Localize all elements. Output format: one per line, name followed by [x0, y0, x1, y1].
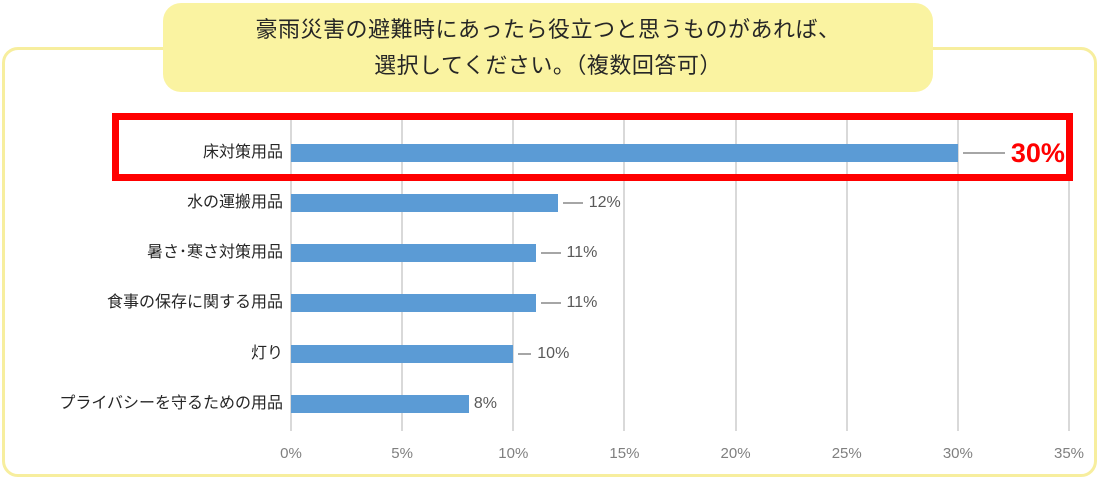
bar	[291, 294, 536, 312]
gridline	[512, 113, 515, 431]
question-banner: 豪雨災害の避難時にあったら役立つと思うものがあれば、 選択してください。（複数回…	[163, 3, 933, 92]
value-label: 11%	[566, 294, 598, 311]
value-label: 10%	[537, 344, 570, 362]
value-label: 11%	[566, 244, 598, 261]
leader-line	[540, 252, 561, 254]
x-tick-label: 0%	[280, 445, 302, 462]
leader-line	[518, 352, 532, 355]
x-tick-label: 35%	[1053, 445, 1085, 462]
leader-line	[562, 202, 583, 204]
x-tick-label: 5%	[391, 445, 413, 462]
bar	[291, 194, 558, 212]
question-text-line1: 豪雨災害の避難時にあったら役立つと思うものがあれば、	[255, 16, 841, 42]
value-label: 12%	[588, 194, 621, 211]
bar	[291, 395, 469, 413]
gridline	[290, 113, 292, 431]
x-tick-label: 30%	[942, 445, 973, 462]
category-label: 食事の保存に関する用品	[106, 294, 283, 311]
highlight-box	[112, 113, 1073, 181]
gridline	[623, 113, 626, 431]
x-tick-label: 15%	[609, 445, 640, 462]
value-label: 30%	[1010, 137, 1065, 168]
leader-line	[540, 302, 561, 304]
leader-line	[962, 151, 1005, 154]
value-label: 8%	[473, 395, 497, 412]
x-tick-label: 20%	[720, 445, 751, 462]
gridline	[734, 113, 737, 431]
x-tick-label: 10%	[498, 445, 529, 462]
gridline	[1068, 113, 1070, 431]
category-label: 暑さ･寒さ対策用品	[146, 244, 283, 261]
gridline	[845, 113, 848, 431]
category-label: プライバシーを守るための用品	[59, 395, 283, 412]
x-tick-label: 25%	[831, 445, 862, 462]
category-label: 灯り	[250, 344, 283, 362]
category-label: 水の運搬用品	[186, 194, 283, 211]
bar	[291, 143, 958, 162]
question-text-line2: 選択してください。（複数回答可）	[374, 52, 722, 78]
category-label: 床対策用品	[202, 143, 283, 161]
bar	[291, 244, 536, 262]
gridline	[956, 113, 959, 431]
gridline	[401, 113, 404, 431]
bar	[291, 344, 514, 363]
